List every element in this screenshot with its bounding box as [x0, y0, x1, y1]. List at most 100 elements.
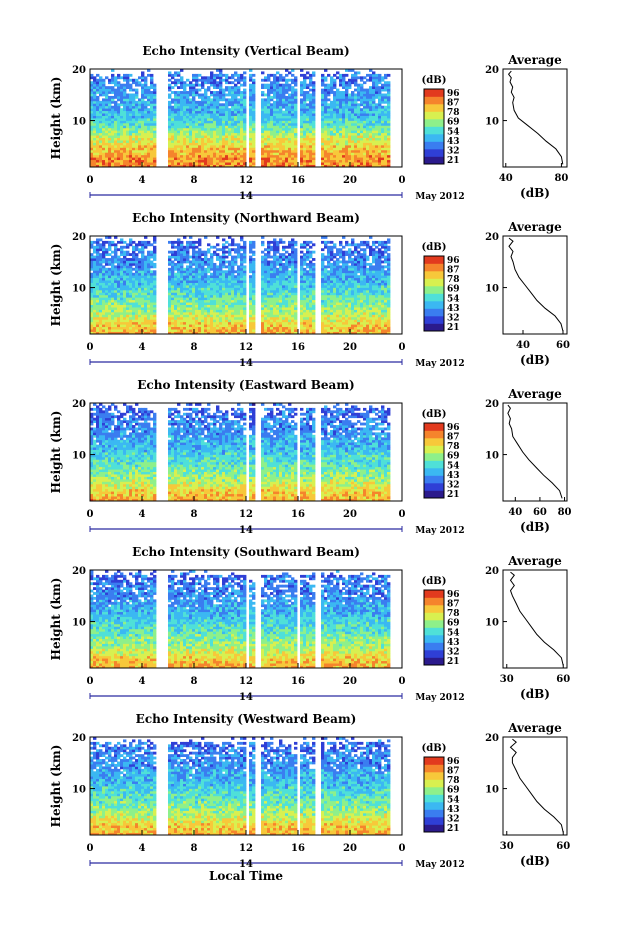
heatmap-cell	[228, 300, 231, 303]
heatmap-cell	[105, 310, 108, 313]
heatmap-cell	[330, 101, 333, 104]
heatmap-cell	[342, 152, 345, 155]
heatmap-cell	[279, 135, 282, 138]
heatmap-cell	[312, 86, 315, 89]
heatmap-cell	[372, 84, 375, 87]
heatmap-cell	[102, 133, 105, 136]
heatmap-cell	[210, 278, 213, 281]
heatmap-cell	[102, 143, 105, 146]
heatmap-cell	[117, 273, 120, 276]
heatmap-cell	[351, 138, 354, 141]
heatmap-cell	[360, 98, 363, 101]
heatmap-cell	[213, 98, 216, 101]
heatmap-cell	[264, 157, 267, 160]
heatmap-cell	[168, 263, 171, 266]
heatmap-cell	[99, 314, 102, 317]
heatmap-cell	[120, 275, 123, 278]
heatmap-cell	[195, 312, 198, 315]
heatmap-cell	[138, 106, 141, 109]
heatmap-cell	[294, 116, 297, 119]
heatmap-cell	[357, 147, 360, 150]
heatmap-cell	[111, 319, 114, 322]
heatmap-cell	[303, 135, 306, 138]
heatmap-cell	[339, 108, 342, 111]
heatmap-cell	[219, 290, 222, 293]
heatmap-cell	[273, 76, 276, 79]
heatmap-cell	[90, 312, 93, 315]
heatmap-cell	[228, 295, 231, 298]
heatmap-cell	[237, 103, 240, 106]
heatmap-cell	[279, 143, 282, 146]
heatmap-cell	[141, 103, 144, 106]
heatmap-cell	[123, 162, 126, 165]
heatmap-cell	[90, 265, 93, 268]
heatmap-cell	[114, 101, 117, 104]
heatmap-cell	[267, 116, 270, 119]
heatmap-cell	[369, 147, 372, 150]
heatmap-cell	[147, 297, 150, 300]
heatmap-cell	[345, 118, 348, 121]
heatmap-cell	[144, 113, 147, 116]
heatmap-cell	[180, 268, 183, 271]
heatmap-cell	[99, 79, 102, 82]
heatmap-cell	[228, 305, 231, 308]
heatmap-cell	[93, 76, 96, 79]
heatmap-cell	[378, 96, 381, 99]
heatmap-cell	[183, 162, 186, 165]
heatmap-cell	[222, 290, 225, 293]
heatmap-cell	[123, 314, 126, 317]
heatmap-cell	[201, 292, 204, 295]
heatmap-cell	[117, 297, 120, 300]
heatmap-cell	[138, 314, 141, 317]
heatmap-cell	[348, 133, 351, 136]
heatmap-cell	[372, 116, 375, 119]
heatmap-cell	[186, 327, 189, 330]
heatmap-cell	[267, 79, 270, 82]
heatmap-cell	[384, 130, 387, 133]
heatmap-cell	[225, 130, 228, 133]
heatmap-cell	[291, 152, 294, 155]
heatmap-cell	[342, 133, 345, 136]
heatmap-cell	[324, 111, 327, 114]
heatmap-cell	[264, 118, 267, 121]
heatmap-cell	[201, 261, 204, 264]
heatmap-cell	[231, 248, 234, 251]
heatmap-cell	[303, 155, 306, 158]
heatmap-cell	[288, 123, 291, 126]
heatmap-cell	[135, 140, 138, 143]
heatmap-cell	[93, 138, 96, 141]
heatmap-cell	[183, 300, 186, 303]
heatmap-cell	[225, 256, 228, 259]
heatmap-cell	[384, 111, 387, 114]
heatmap-cell	[111, 120, 114, 123]
heatmap-cell	[216, 327, 219, 330]
heatmap-cell	[312, 81, 315, 84]
heatmap-cell	[327, 94, 330, 97]
heatmap-cell	[291, 125, 294, 128]
heatmap-cell	[201, 140, 204, 143]
heatmap-cell	[168, 283, 171, 286]
heatmap-cell	[129, 147, 132, 150]
heatmap-cell	[192, 118, 195, 121]
heatmap-cell	[192, 312, 195, 315]
heatmap-cell	[207, 278, 210, 281]
heatmap-cell	[276, 123, 279, 126]
heatmap-cell	[303, 120, 306, 123]
heatmap-cell	[96, 106, 99, 109]
heatmap-cell	[336, 145, 339, 148]
heatmap-cell	[105, 76, 108, 79]
heatmap-cell	[228, 147, 231, 150]
heatmap-cell	[111, 307, 114, 310]
heatmap-cell	[306, 138, 309, 141]
heatmap-cell	[381, 120, 384, 123]
heatmap-cell	[135, 138, 138, 141]
heatmap-cell	[228, 327, 231, 330]
heatmap-cell	[369, 128, 372, 131]
heatmap-cell	[300, 145, 303, 148]
heatmap-cell	[288, 116, 291, 119]
heatmap-cell	[132, 302, 135, 305]
heatmap-cell	[132, 123, 135, 126]
heatmap-cell	[291, 150, 294, 153]
heatmap-cell	[300, 101, 303, 104]
heatmap-cell	[321, 113, 324, 116]
